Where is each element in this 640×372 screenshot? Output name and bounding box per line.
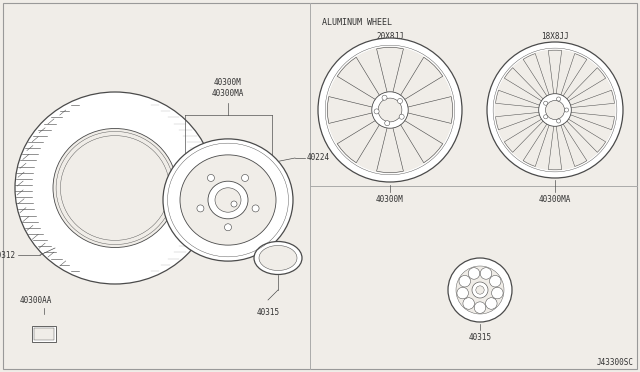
Circle shape xyxy=(472,282,488,298)
Circle shape xyxy=(378,98,402,122)
Polygon shape xyxy=(337,119,381,163)
Text: 40300AA: 40300AA xyxy=(20,296,52,305)
Circle shape xyxy=(326,46,453,173)
Polygon shape xyxy=(406,97,452,124)
Polygon shape xyxy=(548,50,562,96)
Text: 40300MA: 40300MA xyxy=(539,195,571,204)
Ellipse shape xyxy=(15,92,215,284)
Text: 18X8JJ: 18X8JJ xyxy=(541,32,569,41)
Ellipse shape xyxy=(53,128,177,247)
Polygon shape xyxy=(568,90,614,108)
Circle shape xyxy=(490,275,501,287)
Polygon shape xyxy=(337,57,381,100)
Polygon shape xyxy=(560,122,587,167)
Circle shape xyxy=(207,174,214,182)
Polygon shape xyxy=(376,126,403,173)
Ellipse shape xyxy=(180,155,276,245)
Circle shape xyxy=(459,275,470,287)
Circle shape xyxy=(463,298,474,309)
Polygon shape xyxy=(565,118,605,152)
Circle shape xyxy=(448,258,512,322)
Bar xyxy=(34,328,54,340)
Polygon shape xyxy=(565,68,605,102)
Circle shape xyxy=(476,286,484,294)
Circle shape xyxy=(241,174,248,182)
Circle shape xyxy=(539,94,572,126)
Polygon shape xyxy=(399,119,443,163)
Circle shape xyxy=(468,268,480,279)
Circle shape xyxy=(252,205,259,212)
Polygon shape xyxy=(568,112,614,130)
Circle shape xyxy=(225,224,232,231)
Ellipse shape xyxy=(163,139,293,261)
Circle shape xyxy=(543,115,548,119)
Circle shape xyxy=(197,205,204,212)
Polygon shape xyxy=(495,90,542,108)
Text: ALUMINUM WHEEL: ALUMINUM WHEEL xyxy=(322,18,392,27)
Polygon shape xyxy=(548,124,562,170)
Circle shape xyxy=(495,49,616,170)
Circle shape xyxy=(486,298,497,309)
Circle shape xyxy=(374,109,379,114)
Circle shape xyxy=(382,95,387,100)
Polygon shape xyxy=(560,54,587,98)
Circle shape xyxy=(397,99,403,103)
Polygon shape xyxy=(399,57,443,100)
Text: 40300M: 40300M xyxy=(376,195,404,204)
Circle shape xyxy=(557,97,561,101)
Text: 40315: 40315 xyxy=(257,308,280,317)
Circle shape xyxy=(399,114,404,119)
Polygon shape xyxy=(376,47,403,94)
Text: J43300SC: J43300SC xyxy=(597,358,634,367)
Polygon shape xyxy=(328,97,374,124)
Circle shape xyxy=(564,108,568,112)
Text: 40300M
40300MA: 40300M 40300MA xyxy=(212,78,244,98)
Circle shape xyxy=(231,201,237,207)
Polygon shape xyxy=(504,118,545,152)
Circle shape xyxy=(318,38,462,182)
Text: 40315: 40315 xyxy=(468,333,492,342)
Circle shape xyxy=(492,287,503,299)
Ellipse shape xyxy=(215,188,241,212)
Text: 40224: 40224 xyxy=(307,154,330,163)
Polygon shape xyxy=(523,122,550,167)
Bar xyxy=(32,326,56,342)
Circle shape xyxy=(456,266,504,314)
Polygon shape xyxy=(495,112,542,130)
Circle shape xyxy=(493,48,617,172)
Circle shape xyxy=(372,92,408,128)
Circle shape xyxy=(557,119,561,123)
Text: 40312: 40312 xyxy=(0,250,16,260)
Circle shape xyxy=(474,302,486,313)
Circle shape xyxy=(325,45,455,175)
Circle shape xyxy=(385,121,390,126)
Circle shape xyxy=(543,101,548,105)
Polygon shape xyxy=(504,68,545,102)
Ellipse shape xyxy=(259,246,297,270)
Ellipse shape xyxy=(254,241,302,275)
Text: 20X8JJ: 20X8JJ xyxy=(376,32,404,41)
Circle shape xyxy=(545,100,564,119)
Circle shape xyxy=(480,268,492,279)
Polygon shape xyxy=(523,54,550,98)
Circle shape xyxy=(457,287,468,299)
Ellipse shape xyxy=(208,181,248,219)
Circle shape xyxy=(487,42,623,178)
